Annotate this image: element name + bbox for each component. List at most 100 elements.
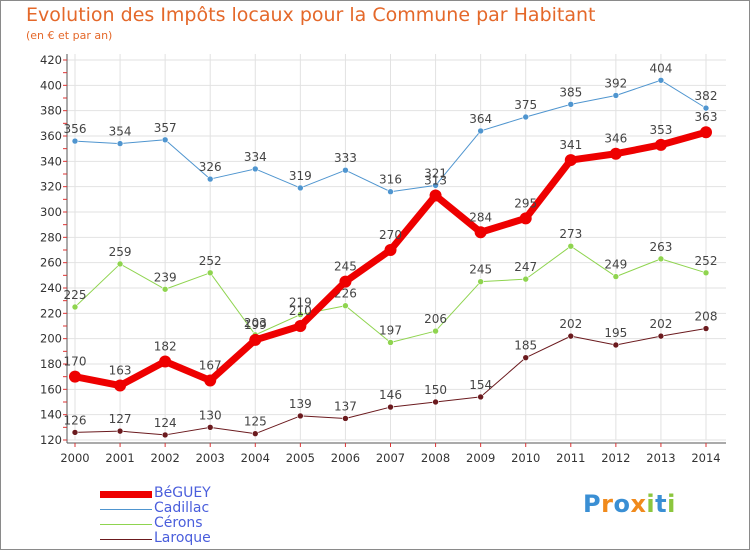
data-label-cadillac: 375 <box>514 98 537 112</box>
data-point-laroque <box>702 325 710 332</box>
data-label-cerons: 239 <box>154 270 177 284</box>
data-label-cerons: 247 <box>514 260 537 274</box>
data-label-beguey: 341 <box>559 138 582 152</box>
data-point-cerons <box>657 255 665 263</box>
data-point-cerons <box>567 242 575 250</box>
data-label-laroque: 130 <box>199 408 222 422</box>
y-tick-label: 260 <box>40 256 62 270</box>
data-point-cadillac <box>342 166 349 174</box>
data-point-laroque <box>522 354 530 361</box>
data-point-beguey <box>429 189 442 202</box>
data-point-beguey <box>204 374 217 387</box>
legend-label: BéGUEY <box>154 485 211 501</box>
x-tick-label: 2013 <box>646 451 675 465</box>
data-point-laroque <box>567 332 575 340</box>
data-point-cadillac <box>297 184 304 192</box>
y-tick-label: 160 <box>40 382 62 396</box>
logo-letter: i <box>646 490 656 518</box>
data-label-laroque: 150 <box>424 383 447 397</box>
data-point-cerons <box>387 339 394 346</box>
data-label-laroque: 146 <box>379 388 402 402</box>
logo-letter: x <box>630 490 647 518</box>
data-point-cadillac <box>116 140 124 147</box>
legend-swatch <box>100 491 152 498</box>
data-point-cadillac <box>522 113 530 121</box>
y-tick-label: 140 <box>40 408 62 422</box>
legend-swatch <box>100 509 152 510</box>
data-point-laroque <box>206 424 214 431</box>
legend-item: Cérons <box>100 515 300 532</box>
data-label-cerons: 206 <box>424 312 447 326</box>
data-label-beguey: 346 <box>604 132 627 146</box>
data-point-laroque <box>161 431 169 439</box>
data-point-beguey <box>249 333 262 346</box>
y-tick-label: 180 <box>40 357 62 371</box>
data-label-cerons: 249 <box>604 258 627 272</box>
data-label-laroque: 125 <box>244 415 267 429</box>
y-tick-label: 360 <box>40 129 62 143</box>
data-point-cadillac <box>161 136 169 144</box>
x-tick-label: 2012 <box>601 451 630 465</box>
data-label-cerons: 197 <box>379 323 402 337</box>
data-point-laroque <box>657 332 665 340</box>
x-tick-label: 2006 <box>331 451 360 465</box>
data-label-cerons: 263 <box>649 240 672 254</box>
data-label-beguey: 245 <box>334 260 357 274</box>
data-label-cadillac: 392 <box>604 76 627 90</box>
logo-letter: r <box>601 490 614 518</box>
data-point-beguey <box>69 370 81 383</box>
data-point-laroque <box>116 427 124 435</box>
legend-item: Cadillac <box>100 500 300 517</box>
data-label-laroque: 137 <box>334 399 357 413</box>
data-label-beguey: 270 <box>379 228 402 242</box>
legend-label: Cadillac <box>154 500 210 516</box>
data-point-cerons <box>161 285 169 293</box>
data-label-beguey: 199 <box>244 318 267 332</box>
data-point-laroque <box>432 398 439 406</box>
data-label-laroque: 208 <box>695 310 718 324</box>
data-point-cadillac <box>657 76 665 84</box>
data-label-beguey: 163 <box>109 364 132 378</box>
data-point-cerons <box>116 260 124 268</box>
data-label-cadillac: 321 <box>424 166 447 180</box>
data-label-cadillac: 357 <box>154 121 177 135</box>
legend-item: BéGUEY <box>100 485 300 502</box>
data-point-laroque <box>251 430 259 437</box>
data-label-beguey: 353 <box>649 123 672 137</box>
chart-legend: BéGUEY Cadillac Cérons Laroque <box>100 485 300 547</box>
data-label-cerons: 225 <box>64 288 87 302</box>
data-label-beguey: 284 <box>469 210 492 224</box>
y-tick-label: 340 <box>40 154 62 168</box>
data-label-cadillac: 385 <box>559 85 582 99</box>
logo-letter: t <box>655 490 668 518</box>
x-tick-label: 2008 <box>421 451 450 465</box>
data-point-cerons <box>71 303 79 311</box>
legend-swatch <box>100 539 152 540</box>
data-label-laroque: 127 <box>109 412 132 426</box>
data-label-beguey: 167 <box>199 358 222 372</box>
y-tick-label: 320 <box>40 180 62 194</box>
data-point-cadillac <box>567 101 575 108</box>
data-label-cerons: 252 <box>695 254 718 268</box>
data-point-beguey <box>294 320 307 332</box>
x-tick-label: 2010 <box>511 451 540 465</box>
data-point-laroque <box>387 403 394 411</box>
data-point-cadillac <box>71 137 79 145</box>
data-point-laroque <box>297 412 304 420</box>
data-point-beguey <box>114 379 127 392</box>
data-point-cerons <box>477 278 484 285</box>
data-label-cadillac: 326 <box>199 160 222 174</box>
data-label-beguey: 295 <box>514 196 537 210</box>
data-label-beguey: 170 <box>64 355 87 369</box>
data-point-beguey <box>339 275 352 288</box>
x-tick-label: 2011 <box>556 451 585 465</box>
data-label-cadillac: 319 <box>289 169 312 183</box>
x-tick-label: 2000 <box>60 451 89 465</box>
data-point-beguey <box>519 212 532 225</box>
x-tick-label: 2005 <box>286 451 315 465</box>
data-label-laroque: 139 <box>289 397 312 411</box>
data-label-laroque: 202 <box>649 317 672 331</box>
data-label-cerons: 252 <box>199 254 222 268</box>
